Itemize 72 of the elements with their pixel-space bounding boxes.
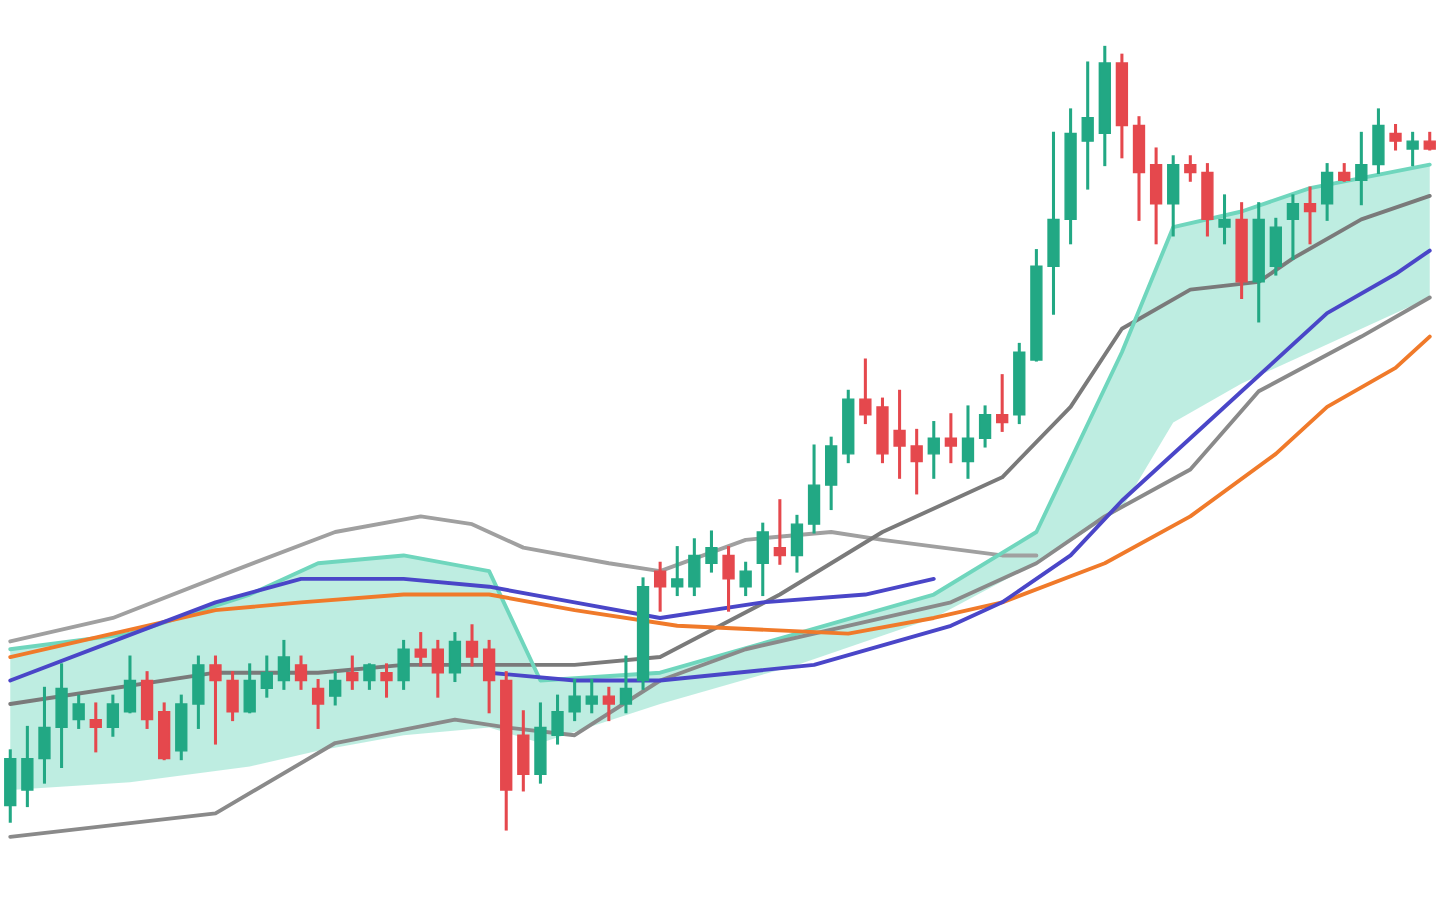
candlestick bbox=[876, 397, 889, 464]
candlestick bbox=[534, 702, 547, 784]
candlestick bbox=[927, 421, 940, 479]
candlestick bbox=[893, 389, 906, 479]
candlestick bbox=[89, 702, 102, 753]
candlestick bbox=[671, 546, 684, 597]
candlestick bbox=[551, 694, 564, 745]
candlestick bbox=[431, 639, 444, 698]
candlestick bbox=[1132, 116, 1146, 221]
candlestick bbox=[807, 444, 821, 534]
candlestick bbox=[790, 514, 804, 573]
candlestick bbox=[226, 671, 239, 722]
candlestick bbox=[465, 624, 479, 667]
candlestick bbox=[192, 655, 205, 729]
candlestick bbox=[243, 663, 256, 714]
candlestick bbox=[1389, 124, 1402, 151]
candlestick bbox=[1047, 131, 1060, 315]
candlestick bbox=[517, 710, 530, 792]
candlestick bbox=[1201, 163, 1214, 237]
candlestick bbox=[1218, 194, 1231, 245]
candlestick bbox=[978, 405, 992, 448]
candlestick bbox=[602, 686, 616, 722]
candlestick bbox=[294, 655, 308, 690]
candlestick bbox=[1286, 194, 1300, 260]
candlestick bbox=[397, 639, 410, 690]
candlestick bbox=[414, 632, 427, 667]
candlestick bbox=[996, 374, 1009, 432]
candlestick bbox=[910, 428, 923, 495]
candlestick bbox=[1167, 155, 1180, 237]
candlestick bbox=[106, 694, 120, 737]
candlestick bbox=[705, 530, 718, 573]
candlestick bbox=[72, 694, 85, 729]
candlestick bbox=[311, 678, 325, 729]
candlestick bbox=[739, 561, 752, 597]
candlestick bbox=[363, 663, 376, 690]
candlestick bbox=[55, 663, 68, 769]
candlestick bbox=[1355, 131, 1368, 206]
candlestick bbox=[140, 671, 154, 729]
candlestick bbox=[859, 358, 872, 425]
candlestick bbox=[209, 655, 222, 745]
candlestick bbox=[653, 561, 667, 612]
candlestick bbox=[158, 702, 171, 761]
candlestick bbox=[585, 678, 598, 714]
candlestick bbox=[944, 413, 958, 464]
candlestick bbox=[175, 694, 188, 761]
candlestick bbox=[380, 663, 393, 698]
candlestick bbox=[1320, 163, 1334, 221]
candlestick bbox=[688, 538, 701, 597]
candlestick bbox=[1081, 61, 1094, 190]
candlestick bbox=[1149, 147, 1163, 245]
candlestick bbox=[1372, 108, 1385, 174]
candlestick bbox=[1406, 131, 1419, 167]
candlestick bbox=[4, 749, 17, 823]
candlestick bbox=[21, 725, 34, 808]
candlestick bbox=[756, 522, 769, 597]
candlestick bbox=[568, 678, 581, 722]
candlestick bbox=[448, 632, 462, 683]
candlestick bbox=[123, 655, 137, 714]
candlestick bbox=[329, 671, 342, 706]
candlestick bbox=[773, 499, 787, 565]
candlestick bbox=[260, 655, 273, 698]
candlestick bbox=[1184, 155, 1197, 182]
candlestick bbox=[619, 655, 633, 714]
candlestick bbox=[482, 639, 496, 714]
candlestick bbox=[346, 655, 359, 690]
candlestick bbox=[1303, 186, 1317, 245]
candlestick bbox=[38, 686, 51, 784]
candlestick bbox=[961, 405, 975, 479]
candlestick bbox=[1269, 217, 1282, 276]
candlestick bbox=[277, 639, 291, 690]
candlestick bbox=[824, 436, 838, 511]
candlestick bbox=[722, 546, 735, 612]
